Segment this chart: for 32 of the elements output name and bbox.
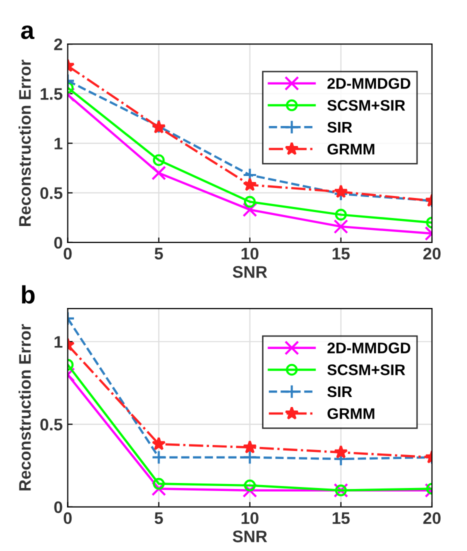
x-tick-label: 15 <box>332 248 350 260</box>
x-tick-label: 5 <box>154 248 163 260</box>
x-axis-title: SNR <box>232 266 268 278</box>
legend-label: GRMM <box>328 408 374 420</box>
y-axis-title: Reconstruction Error <box>18 324 31 490</box>
x-tick-label: 0 <box>64 248 72 260</box>
x-tick-label: 0 <box>64 512 72 524</box>
y-tick-label: 0.5 <box>40 187 62 200</box>
y-tick-label: 2 <box>54 38 62 50</box>
x-axis-title: SNR <box>232 530 268 542</box>
legend-label: 2D-MMDGD <box>327 78 410 89</box>
x-tick-label: 10 <box>242 248 258 260</box>
chart-title: a <box>21 25 34 40</box>
x-tick-label: 20 <box>423 512 441 524</box>
legend-label: SCSM+SIR <box>327 100 406 111</box>
y-tick-label: 0 <box>54 501 62 514</box>
x-tick-label: 15 <box>332 512 350 524</box>
legend-label: SIR <box>327 122 352 133</box>
y-tick-label: 1 <box>54 336 62 348</box>
legend-label: GRMM <box>328 144 374 155</box>
legend-label: SCSM+SIR <box>327 364 406 376</box>
legend-label: SIR <box>327 386 352 398</box>
y-tick-label: 0.5 <box>40 418 62 430</box>
x-tick-label: 5 <box>154 512 163 524</box>
y-tick-label: 1.5 <box>40 88 62 100</box>
x-tick-label: 20 <box>423 248 441 260</box>
y-axis-title: Reconstruction Error <box>18 60 31 226</box>
chart-title: b <box>22 285 35 304</box>
x-tick-label: 10 <box>242 512 258 524</box>
y-tick-label: 0 <box>54 236 62 249</box>
y-tick-label: 1 <box>54 138 62 150</box>
legend-label: 2D-MMDGD <box>327 342 410 354</box>
